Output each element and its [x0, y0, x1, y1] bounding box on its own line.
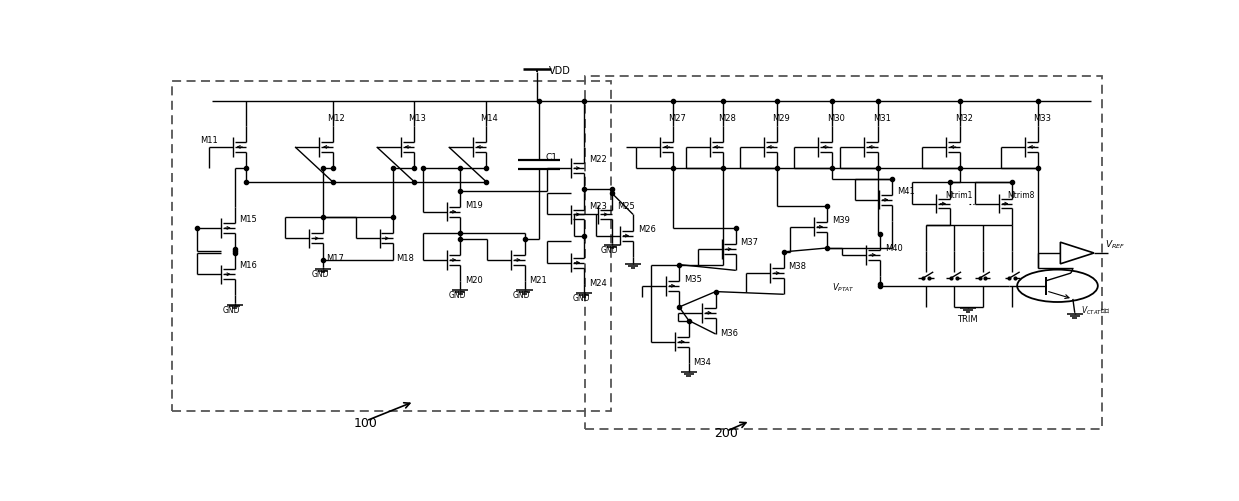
Text: M12: M12: [327, 114, 344, 123]
Text: M19: M19: [465, 201, 483, 210]
Text: GND: GND: [449, 292, 466, 301]
Text: 200: 200: [714, 427, 737, 440]
Text: M35: M35: [684, 275, 701, 284]
Text: M34: M34: [694, 358, 711, 367]
Text: M20: M20: [465, 276, 483, 285]
Text: M22: M22: [589, 155, 607, 164]
Text: M39: M39: [831, 216, 850, 225]
Text: C1: C1: [545, 153, 558, 162]
Text: M41: M41: [897, 187, 914, 196]
Text: M15: M15: [239, 215, 258, 224]
Text: GND: GND: [601, 246, 618, 255]
Text: TRIM: TRIM: [957, 315, 978, 324]
Text: M25: M25: [617, 201, 634, 210]
Text: M18: M18: [396, 255, 414, 264]
Text: M38: M38: [789, 262, 807, 271]
Text: M26: M26: [638, 225, 655, 233]
Text: M14: M14: [481, 114, 498, 123]
Text: GND: GND: [223, 306, 240, 315]
Text: $V_{CTAT}$产生: $V_{CTAT}$产生: [1082, 304, 1110, 317]
Text: M28: M28: [719, 114, 736, 123]
Text: VDD: VDD: [549, 66, 570, 76]
Text: M17: M17: [326, 255, 343, 264]
Bar: [172, 81, 611, 411]
Text: M11: M11: [199, 136, 218, 145]
Text: M29: M29: [772, 114, 790, 123]
Text: GND: GND: [311, 270, 328, 279]
Text: M23: M23: [589, 201, 607, 210]
Text: M13: M13: [409, 114, 426, 123]
Text: M31: M31: [873, 114, 891, 123]
Text: M32: M32: [955, 114, 973, 123]
Text: M40: M40: [885, 244, 902, 253]
Text: $V_{PTAT}$: $V_{PTAT}$: [831, 281, 855, 294]
Text: GND: GND: [572, 294, 590, 303]
Text: Mtrim8: Mtrim8: [1007, 191, 1035, 200]
Bar: [585, 76, 1101, 428]
Text: GND: GND: [513, 292, 530, 301]
Text: M30: M30: [828, 114, 845, 123]
Text: M33: M33: [1033, 114, 1052, 123]
Text: M16: M16: [239, 262, 258, 271]
Text: M27: M27: [669, 114, 686, 123]
Text: M37: M37: [741, 238, 758, 247]
Text: M36: M36: [720, 329, 738, 338]
Text: M24: M24: [589, 279, 607, 288]
Text: 100: 100: [353, 417, 378, 430]
Text: M21: M21: [529, 276, 548, 285]
Text: Mtrim1: Mtrim1: [945, 191, 973, 200]
Text: $V_{REF}$: $V_{REF}$: [1105, 238, 1126, 251]
